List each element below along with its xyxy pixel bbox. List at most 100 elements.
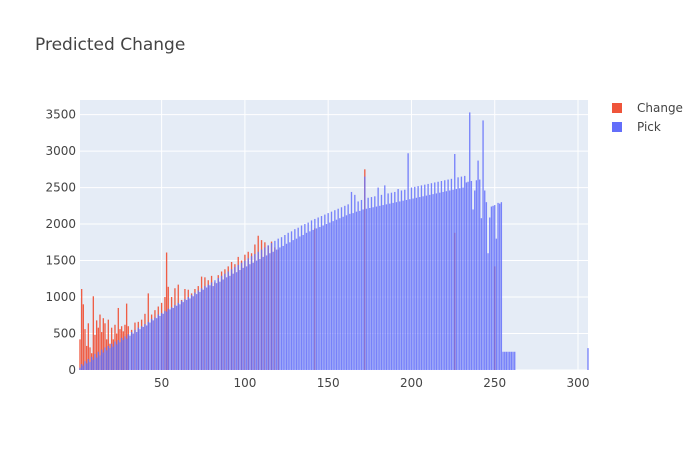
bar-pick[interactable] xyxy=(359,210,361,370)
bar-pick[interactable] xyxy=(355,211,358,370)
bar-pick[interactable] xyxy=(197,290,199,370)
bar-pick[interactable] xyxy=(129,335,131,370)
bar-pick[interactable] xyxy=(434,182,436,370)
bar-pick[interactable] xyxy=(122,340,124,370)
bar-pick[interactable] xyxy=(510,351,513,370)
bar-pick[interactable] xyxy=(459,188,461,370)
bar-pick[interactable] xyxy=(254,253,256,370)
legend-item-pick[interactable]: Pick xyxy=(612,120,661,134)
bar-pick[interactable] xyxy=(267,245,269,370)
bar-pick[interactable] xyxy=(242,267,244,370)
bar-pick[interactable] xyxy=(84,361,86,370)
bar-pick[interactable] xyxy=(429,194,431,370)
bar-pick[interactable] xyxy=(117,340,119,370)
bar-pick[interactable] xyxy=(162,313,164,370)
bar-pick[interactable] xyxy=(87,359,89,370)
bar-pick[interactable] xyxy=(102,352,104,370)
bar-pick[interactable] xyxy=(114,341,116,370)
bar-pick[interactable] xyxy=(189,298,191,370)
bar-pick[interactable] xyxy=(274,240,276,370)
bar-change[interactable] xyxy=(104,323,106,370)
bar-pick[interactable] xyxy=(234,267,236,370)
bar-pick[interactable] xyxy=(94,353,96,370)
bar-pick[interactable] xyxy=(342,216,344,370)
bar-pick[interactable] xyxy=(134,329,136,370)
bar-pick[interactable] xyxy=(252,262,254,370)
bar-pick[interactable] xyxy=(369,208,371,370)
bar-pick[interactable] xyxy=(150,318,153,370)
bar-pick[interactable] xyxy=(284,235,286,370)
bar-pick[interactable] xyxy=(319,226,321,370)
bar-pick[interactable] xyxy=(272,251,274,370)
bar-pick[interactable] xyxy=(299,236,301,370)
bar-pick[interactable] xyxy=(315,228,318,370)
bar-pick[interactable] xyxy=(327,213,329,370)
bar-pick[interactable] xyxy=(132,333,134,370)
bar-pick[interactable] xyxy=(467,181,469,370)
bar-change[interactable] xyxy=(125,303,128,370)
bar-pick[interactable] xyxy=(139,329,141,370)
bar-pick[interactable] xyxy=(219,281,221,370)
bar-pick[interactable] xyxy=(149,322,151,370)
bar-pick[interactable] xyxy=(357,201,359,370)
bar-pick[interactable] xyxy=(334,210,336,370)
bar-pick[interactable] xyxy=(322,225,324,370)
bar-pick[interactable] xyxy=(214,280,216,370)
bar-pick[interactable] xyxy=(255,260,258,370)
bar-pick[interactable] xyxy=(237,264,239,370)
bar-pick[interactable] xyxy=(184,299,186,370)
bar-pick[interactable] xyxy=(329,222,331,370)
bar-pick[interactable] xyxy=(112,346,114,370)
bar-pick[interactable] xyxy=(502,351,504,370)
bar-pick[interactable] xyxy=(155,318,158,370)
bar-pick[interactable] xyxy=(135,332,138,370)
bar-pick[interactable] xyxy=(435,193,438,370)
bar-pick[interactable] xyxy=(417,186,419,370)
bar-pick[interactable] xyxy=(509,351,511,370)
bar-pick[interactable] xyxy=(204,286,206,370)
bar-pick[interactable] xyxy=(165,311,168,370)
bar-pick[interactable] xyxy=(480,218,483,370)
bar-pick[interactable] xyxy=(280,237,283,370)
bar-pick[interactable] xyxy=(437,181,439,370)
bar-pick[interactable] xyxy=(314,218,316,370)
bar-pick[interactable] xyxy=(412,198,414,370)
bar-change[interactable] xyxy=(102,318,104,370)
bar-pick[interactable] xyxy=(302,235,304,370)
bar-pick[interactable] xyxy=(205,287,208,370)
bar-pick[interactable] xyxy=(440,181,443,370)
bar-pick[interactable] xyxy=(305,232,308,370)
bar-pick[interactable] xyxy=(167,308,169,370)
bar-pick[interactable] xyxy=(337,208,339,370)
bar-pick[interactable] xyxy=(279,247,281,370)
bar-pick[interactable] xyxy=(294,229,296,370)
bar-pick[interactable] xyxy=(347,204,349,370)
bar-pick[interactable] xyxy=(387,193,389,370)
bar-pick[interactable] xyxy=(430,183,433,370)
bar-pick[interactable] xyxy=(380,194,383,370)
bar-change[interactable] xyxy=(107,319,109,370)
bar-pick[interactable] xyxy=(249,264,251,370)
bar-pick[interactable] xyxy=(370,197,373,370)
bar-pick[interactable] xyxy=(164,310,166,370)
bar-pick[interactable] xyxy=(175,305,178,370)
bar-pick[interactable] xyxy=(210,282,213,370)
bar-pick[interactable] xyxy=(462,187,464,370)
bar-pick[interactable] xyxy=(262,256,264,370)
bar-pick[interactable] xyxy=(405,199,408,370)
bar-pick[interactable] xyxy=(86,363,88,370)
bar-pick[interactable] xyxy=(130,332,133,370)
bar-pick[interactable] xyxy=(487,253,489,370)
bar-pick[interactable] xyxy=(427,183,429,370)
bar-pick[interactable] xyxy=(415,197,418,370)
bar-pick[interactable] xyxy=(222,279,224,370)
bar-pick[interactable] xyxy=(499,203,501,370)
bar-pick[interactable] xyxy=(232,273,234,370)
bar-pick[interactable] xyxy=(375,206,378,370)
bar-pick[interactable] xyxy=(264,247,266,370)
bar-pick[interactable] xyxy=(465,182,468,370)
bar-pick[interactable] xyxy=(179,304,181,370)
bar-pick[interactable] xyxy=(82,365,84,370)
bar-pick[interactable] xyxy=(169,309,171,370)
bar-pick[interactable] xyxy=(157,314,159,370)
